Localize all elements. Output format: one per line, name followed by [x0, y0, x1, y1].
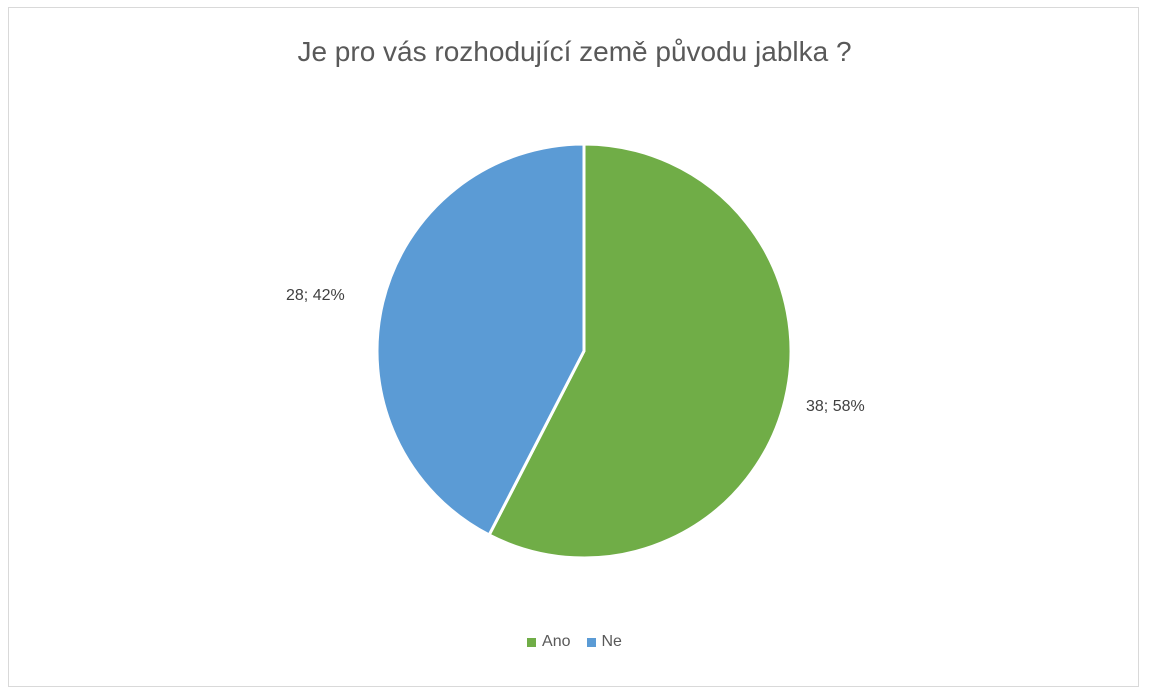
pie-slice-ne	[375, 142, 586, 537]
data-label-ne: 28; 42%	[286, 287, 345, 304]
legend-item-ne: Ne	[586, 633, 622, 651]
legend-label-ano: Ano	[542, 633, 571, 650]
data-label-ano: 38; 58%	[806, 398, 865, 415]
legend-swatch-ne	[586, 637, 596, 647]
chart-legend: Ano Ne	[0, 633, 1149, 651]
chart-title: Je pro vás rozhodující země původu jablk…	[297, 36, 852, 67]
legend-label-ne: Ne	[601, 633, 622, 650]
pie-slice-ano	[487, 142, 793, 560]
legend-item-ano: Ano	[527, 633, 571, 651]
legend-swatch-ano	[527, 637, 537, 647]
